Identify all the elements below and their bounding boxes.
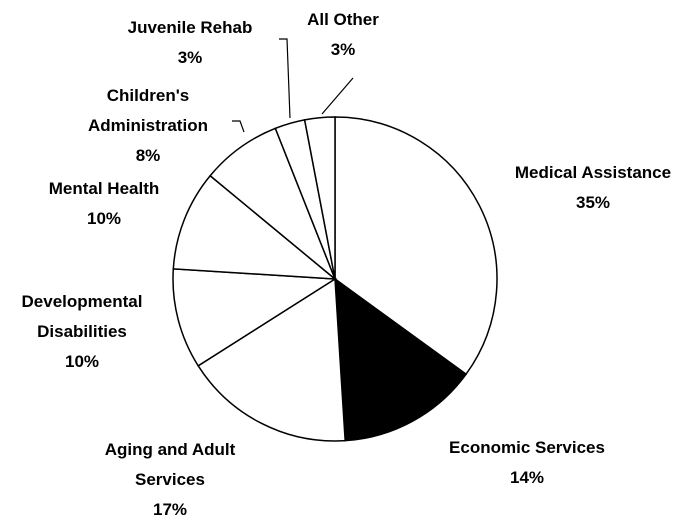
- value-label-children-s-administration: 8%: [136, 146, 161, 165]
- label-line-children-s-administration: Children's: [107, 86, 189, 105]
- label-line-aging-and-adult-services: Services: [135, 470, 205, 489]
- label-line-economic-services: Economic Services: [449, 438, 605, 457]
- slice-mental-health: [172, 174, 338, 280]
- slice-labels: Medical Assistance 35% Economic Services 14…: [22, 10, 672, 516]
- label-juvenile-rehab: Juvenile Rehab 3%: [128, 18, 253, 67]
- value-label-medical-assistance: 35%: [576, 193, 610, 212]
- label-aging-and-adult-services: Aging and Adult Services 17%: [105, 440, 236, 516]
- slice-economic-services: [334, 277, 468, 442]
- label-line-medical-assistance: Medical Assistance: [515, 163, 671, 182]
- slice-developmental-disabilities: [172, 268, 338, 367]
- label-developmental-disabilities: Developmental Disabilities 10%: [22, 292, 143, 371]
- label-line-aging-and-adult-services: Aging and Adult: [105, 440, 236, 459]
- value-label-juvenile-rehab: 3%: [178, 48, 203, 67]
- label-line-mental-health: Mental Health: [49, 179, 160, 198]
- value-label-economic-services: 14%: [510, 468, 544, 487]
- label-economic-services: Economic Services 14%: [449, 438, 605, 487]
- slice-aging-and-adult-services: [197, 277, 346, 442]
- label-line-children-s-administration: Administration: [88, 116, 208, 135]
- slice-all-other: [303, 116, 336, 280]
- value-label-developmental-disabilities: 10%: [65, 352, 99, 371]
- pie-slices: [172, 116, 498, 442]
- value-label-mental-health: 10%: [87, 209, 121, 228]
- label-line-all-other: All Other: [307, 10, 379, 29]
- label-all-other: All Other 3%: [307, 10, 379, 59]
- label-line-juvenile-rehab: Juvenile Rehab: [128, 18, 253, 37]
- label-medical-assistance: Medical Assistance 35%: [515, 163, 671, 212]
- label-line-developmental-disabilities: Developmental: [22, 292, 143, 311]
- label-line-developmental-disabilities: Disabilities: [37, 322, 127, 341]
- leader-lines: [232, 38, 354, 133]
- slice-medical-assistance: [334, 116, 498, 376]
- leader-line-juvenile-rehab: [279, 38, 291, 119]
- leader-line-children-s-administration: [232, 120, 245, 133]
- value-label-all-other: 3%: [331, 40, 356, 59]
- value-label-aging-and-adult-services: 17%: [153, 500, 187, 516]
- leader-line-all-other: [321, 77, 354, 115]
- label-mental-health: Mental Health 10%: [49, 179, 160, 228]
- label-children-s-administration: Children's Administration 8%: [88, 86, 208, 165]
